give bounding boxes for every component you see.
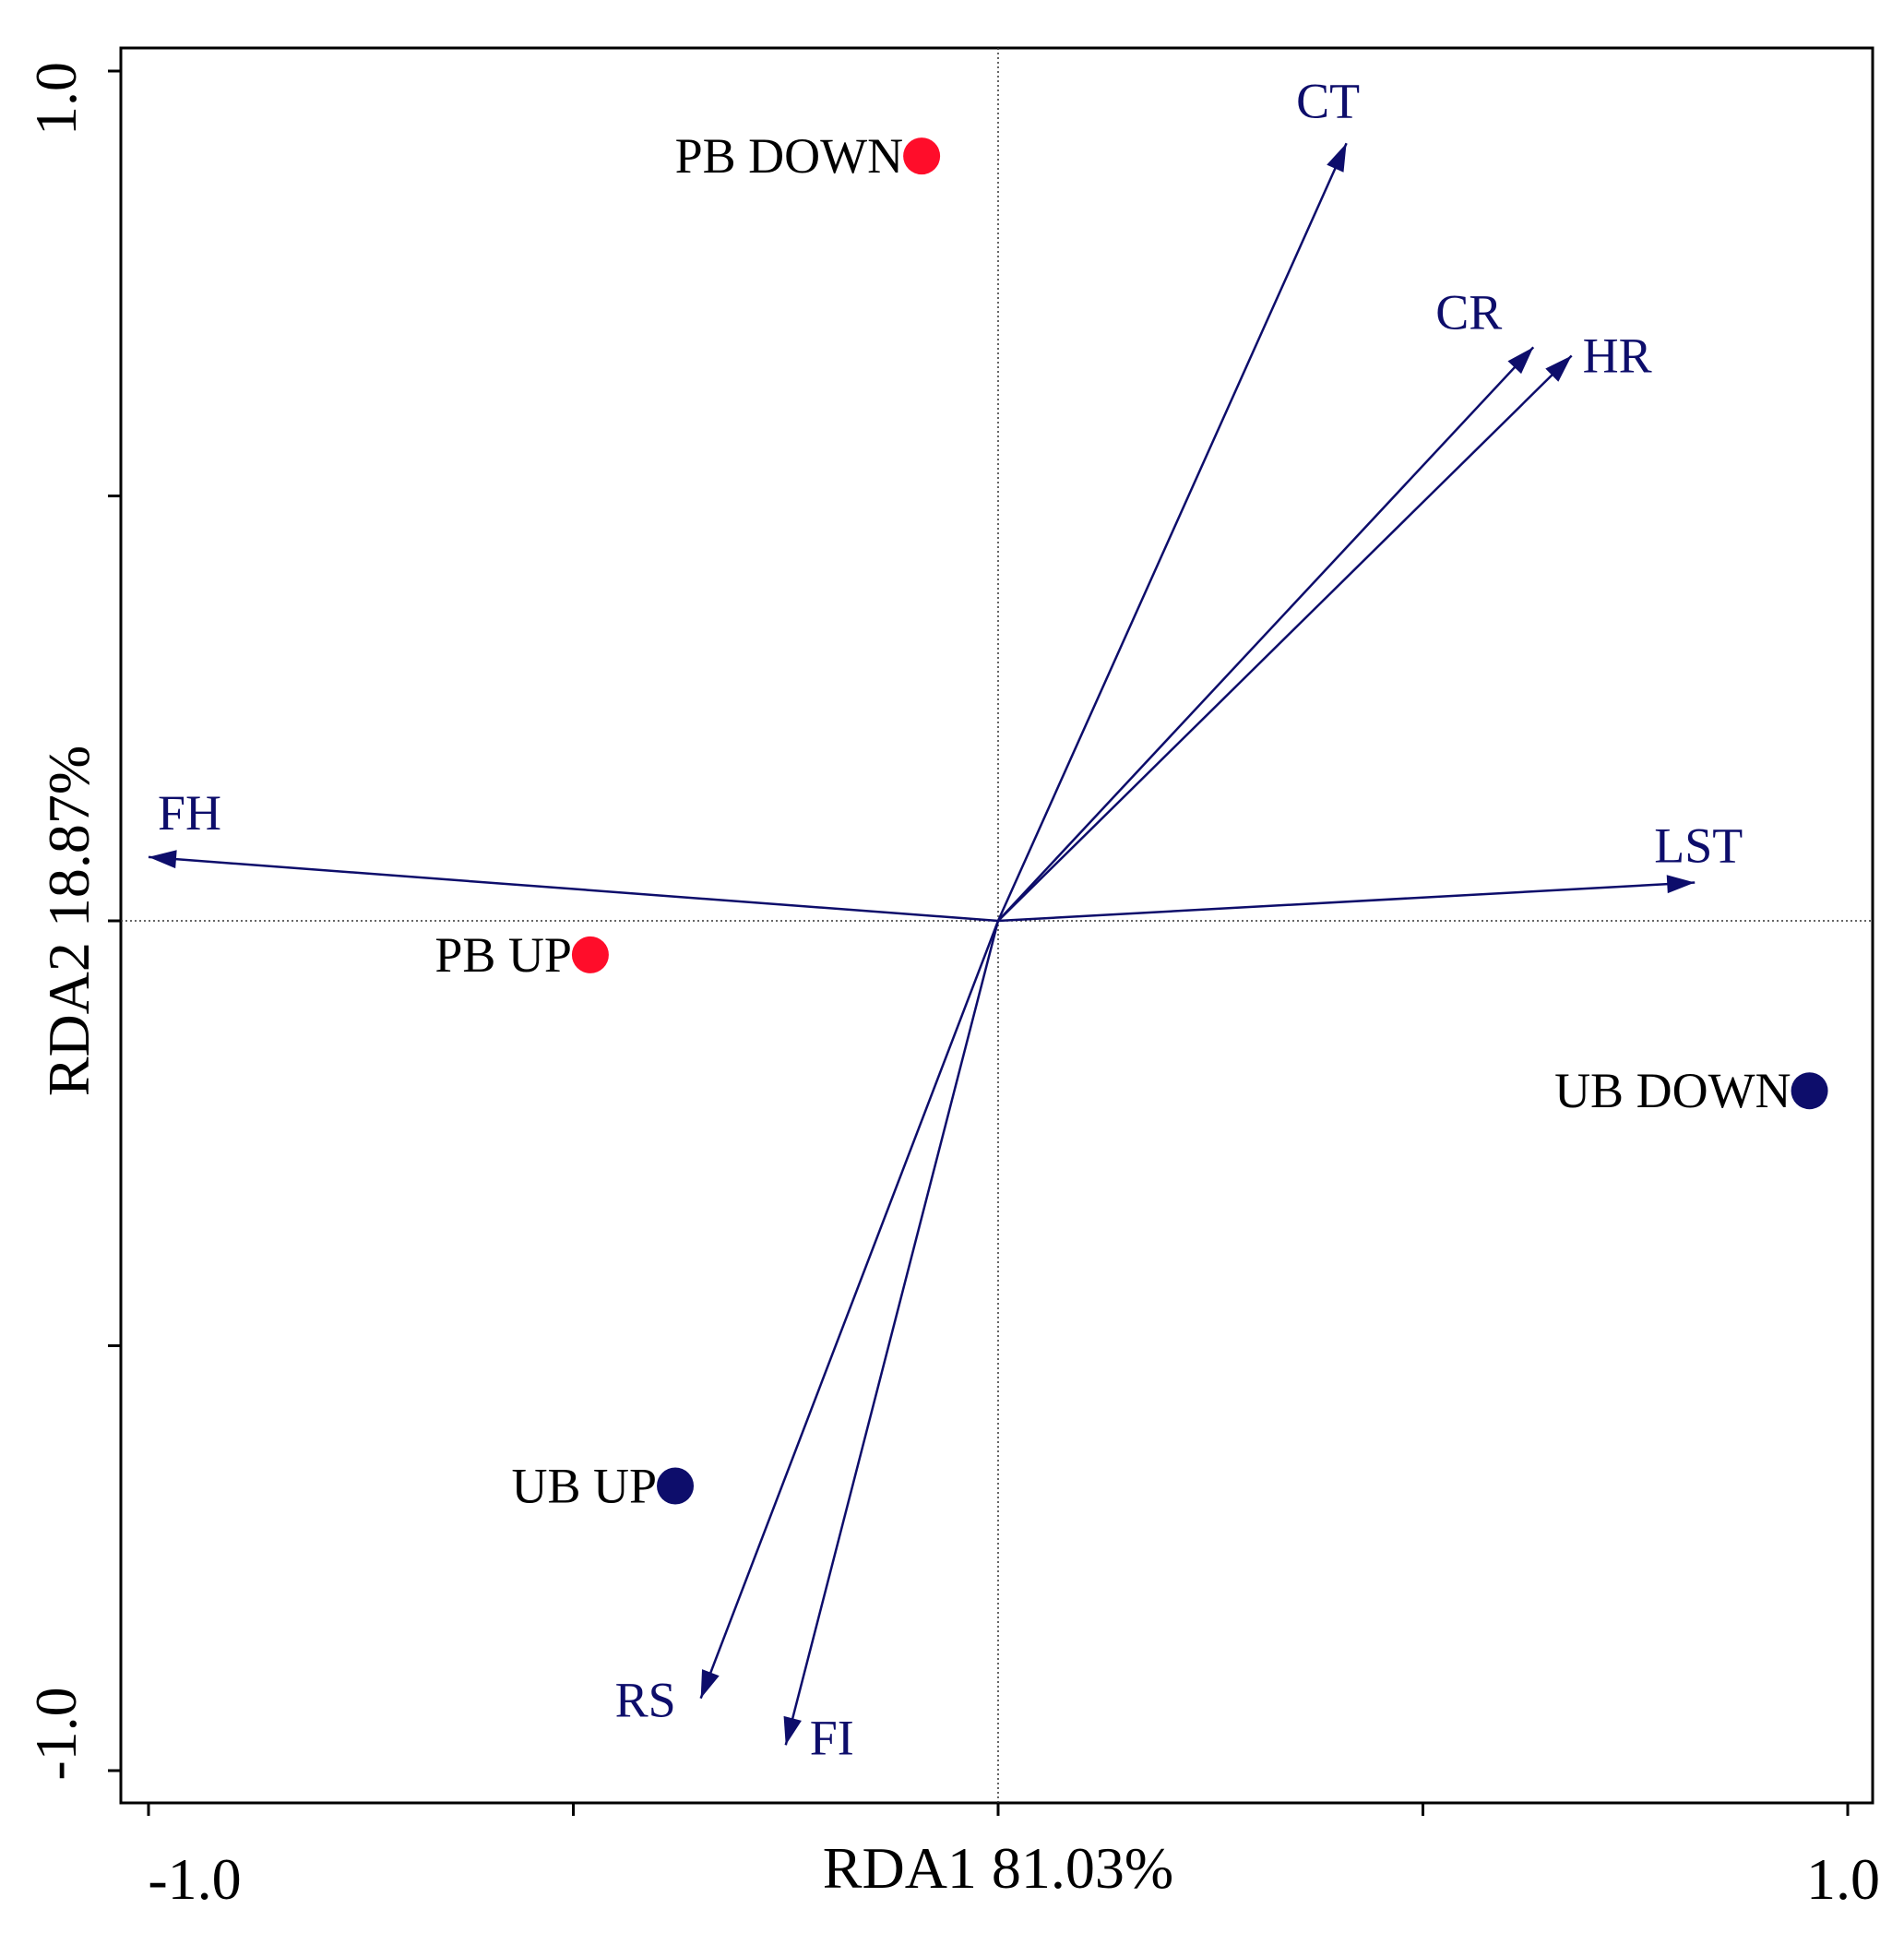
vector-label-lst: LST <box>1654 818 1743 874</box>
arrowhead-icon <box>1545 355 1572 382</box>
arrowhead-icon <box>149 850 177 869</box>
y-tick-label: -1.0 <box>23 1687 89 1780</box>
vector-label-cr: CR <box>1435 284 1502 340</box>
vector-label-fi: FI <box>810 1710 854 1765</box>
environmental-vectors: CT CR HR LST FH RS FI <box>148 73 1743 1765</box>
x-tick-label: -1.0 <box>148 1846 241 1912</box>
site-point-pb-up <box>571 936 609 973</box>
vector-line-cr <box>997 346 1535 922</box>
vector-label-hr: HR <box>1583 328 1652 384</box>
vector-label-fh: FH <box>158 785 221 841</box>
vector-line-rs <box>699 920 1000 1700</box>
site-label-pb-down: PB DOWN <box>675 128 904 184</box>
vector-line-hr <box>997 354 1573 922</box>
axis-tick-labels: -1.0 1.0 1.0 -1.0 <box>23 62 1880 1912</box>
site-label-pb-up: PB UP <box>434 927 572 983</box>
site-label-ub-down: UB DOWN <box>1554 1063 1791 1118</box>
vector-label-rs: RS <box>615 1673 676 1728</box>
vector-line-lst <box>997 881 1696 923</box>
x-tick-label: 1.0 <box>1806 1846 1880 1912</box>
y-axis-label: RDA2 18.87% <box>36 746 101 1096</box>
site-label-ub-up: UB UP <box>511 1458 657 1513</box>
arrowhead-icon <box>1666 875 1696 894</box>
vector-line-fh <box>148 855 999 923</box>
vector-label-ct: CT <box>1296 73 1360 128</box>
axis-ticks <box>108 69 1850 1816</box>
site-point-pb-down <box>903 137 941 175</box>
vector-line-fi <box>784 920 1000 1746</box>
site-points: PB DOWN PB UP UB DOWN UB UP <box>434 128 1828 1513</box>
site-point-ub-up <box>657 1467 695 1505</box>
arrowhead-icon <box>1507 347 1534 375</box>
site-point-ub-down <box>1791 1072 1828 1110</box>
x-axis-label: RDA1 81.03% <box>823 1835 1173 1901</box>
arrowhead-icon <box>783 1715 802 1746</box>
arrowhead-icon <box>700 1669 720 1699</box>
y-tick-label: 1.0 <box>23 62 89 136</box>
vector-line-ct <box>996 142 1348 922</box>
arrowhead-icon <box>1327 143 1347 173</box>
